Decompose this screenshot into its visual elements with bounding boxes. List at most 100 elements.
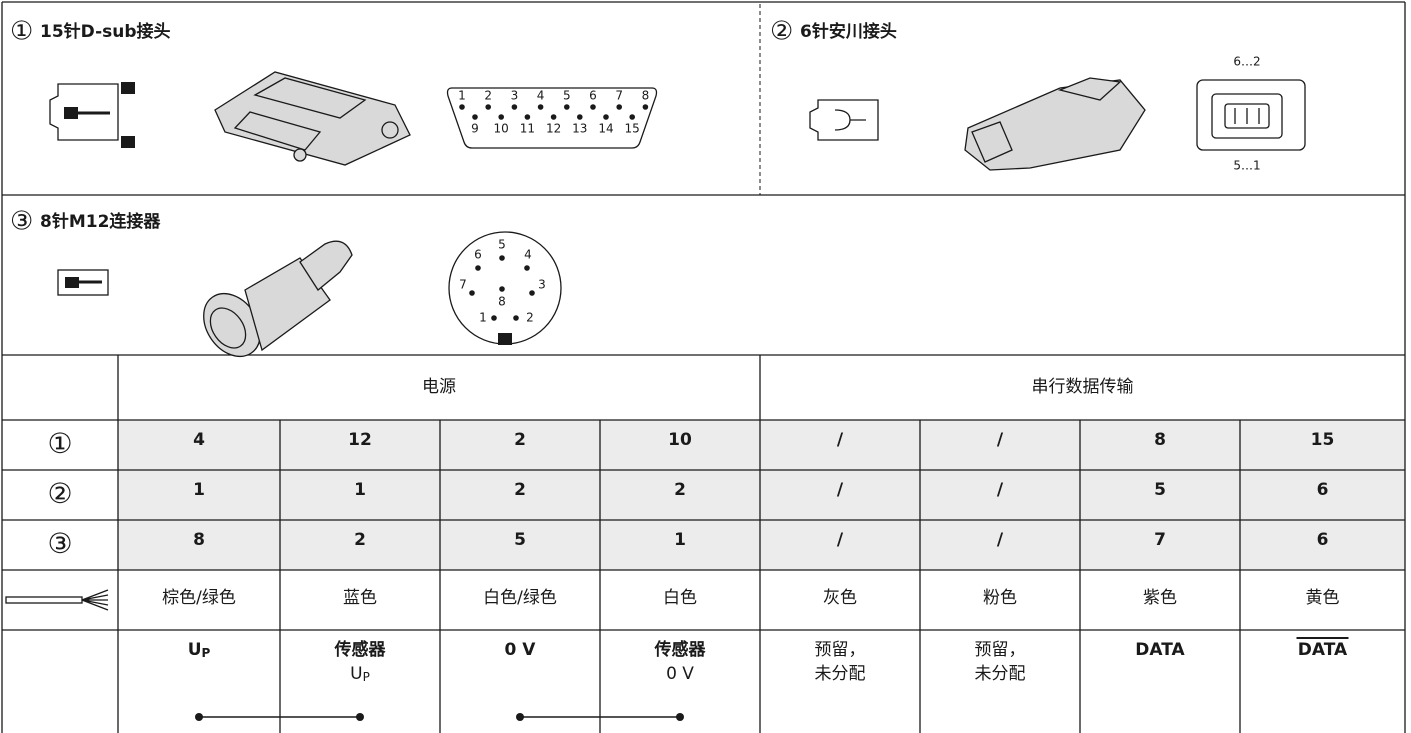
dsub-symbol-part [49,83,119,141]
row-label: ② [47,477,72,510]
signal-name: 传感器 [334,639,387,660]
signal-name: 传感器 [654,639,707,660]
pin [590,104,596,110]
pin-label: 2 [484,89,492,103]
yaskawa-connector [964,77,1146,171]
signal-text: 预留， [975,640,1026,660]
row-label: ① [47,427,72,460]
cell: 2 [354,530,366,550]
cell: 5 [514,530,526,550]
pin-label: 11 [520,122,535,136]
cell: 8 [1154,430,1166,450]
dsub-connector-part [293,148,307,162]
section-title: 8针M12连接器 [40,211,161,232]
signal-name: 传感器 [654,639,707,660]
wire-color: 棕色/绿色 [162,588,236,608]
cell: 1 [193,480,205,500]
signal-name: U [188,640,202,660]
group-header: 电源 [422,377,456,397]
yaskawa-connector-part [1057,77,1122,101]
dsub-face [446,87,658,149]
pin-label: 8 [642,89,650,103]
pin-label: 4 [524,248,532,262]
cell: 15 [1311,430,1335,450]
wire-color: 白色/绿色 [483,588,557,608]
pin [616,104,622,110]
wire-color: 黄色 [1306,588,1340,608]
cell: 2 [674,480,686,500]
dsub-connector [214,71,411,166]
signal-name: DATA [1298,640,1348,660]
pin [537,104,544,110]
pin [524,114,531,120]
cell: / [837,480,844,500]
cell: 7 [1154,530,1166,550]
signal-text: 未分配 [975,664,1026,684]
m12-symbol-part [57,269,109,296]
pin-label: 3 [538,278,546,292]
cell: 1 [354,480,366,500]
cell: 6 [1317,530,1329,550]
signal-text: 预留， [815,640,866,660]
yaskawa-symbol-part [834,109,866,131]
signal-text: 预留， [815,640,866,660]
yaskawa-symbol [809,99,879,141]
pin-label: 2 [526,311,534,325]
row-label: ③ [47,527,72,560]
pin-label: 1 [479,311,487,325]
wire-color: 紫色 [1143,588,1177,608]
pin-label: 6…2 [1233,55,1260,69]
signal-text: 预留， [975,640,1026,660]
pin-label: 15 [625,122,640,136]
pin [459,104,465,110]
dsub-connector-part [381,121,399,139]
pin-label: 1 [458,89,466,103]
section-title: 15针D-sub接头 [40,21,171,42]
pin [499,255,505,261]
pin [491,315,497,321]
yaskawa-face-part [1224,103,1270,129]
m12-connector-part [299,240,353,291]
pin-label: 9 [471,122,479,136]
bridge-dot [195,713,203,721]
cell: / [997,530,1004,550]
pin-label: 5 [563,89,571,103]
signal-name: 传感器 [334,639,387,660]
wire-color: 蓝色 [343,588,377,608]
pin-label: 12 [546,122,561,136]
signal-text: UP [350,664,370,684]
pin [513,315,519,321]
pin [629,114,635,120]
pin [564,104,570,110]
m12-face [448,231,562,345]
bridge-dot [676,713,684,721]
signal-name: DATA [1135,640,1185,660]
signal-name: DATA [1135,640,1185,660]
pin [469,290,475,296]
pin [498,114,505,120]
cell: / [997,480,1004,500]
yaskawa-face [1196,79,1306,151]
signal-name: 0 V [505,640,537,660]
cell: 1 [674,530,686,550]
m12-connector [203,240,353,357]
pin-label: 5…1 [1233,159,1260,173]
pin-label: 3 [511,89,519,103]
dsub-symbol-part [121,136,135,148]
m12-connector-part [209,307,247,349]
section-number: ② [770,17,793,47]
pin [529,290,535,296]
dsub-face-part [446,87,658,149]
m12-connector-part [244,257,331,352]
pin-label: 6 [474,248,482,262]
signal-sub: P [363,670,370,684]
signal-text: 0 V [666,664,694,684]
cell: 8 [193,530,205,550]
signal-text: U [350,664,362,684]
pin [603,114,609,120]
group-header: 串行数据传输 [1032,377,1134,397]
cell: 4 [193,430,205,450]
cell: 10 [668,430,692,450]
